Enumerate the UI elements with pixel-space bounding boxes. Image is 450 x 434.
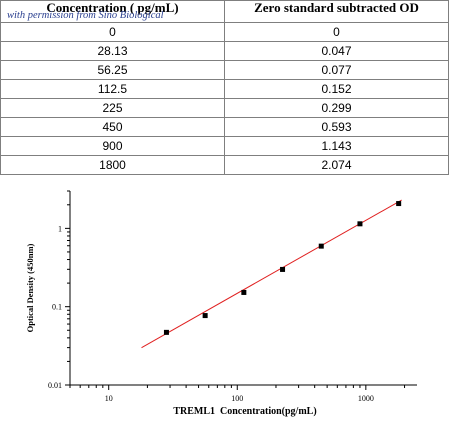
- concentration-cell: 900: [0, 136, 225, 156]
- permission-watermark: with permission from Sino Biological: [7, 10, 164, 21]
- concentration-cell: 225: [0, 98, 225, 118]
- od-cell: 1.143: [224, 136, 449, 156]
- header-od: Zero standard subtracted OD: [224, 0, 449, 23]
- table-row: 225 0.299: [0, 98, 449, 118]
- od-cell: 0.152: [224, 79, 449, 99]
- y-axis-label: Optical Density (450nm): [25, 243, 35, 332]
- y-tick-label: 0.1: [52, 303, 62, 312]
- data-point: [202, 313, 208, 319]
- od-cell: 0.299: [224, 98, 449, 118]
- data-point: [163, 329, 169, 335]
- header-od-label: Zero standard subtracted OD: [254, 0, 419, 15]
- axes: [69, 191, 417, 386]
- concentration-cell: 450: [0, 117, 225, 137]
- axis-ticks: [65, 190, 406, 390]
- data-point: [280, 266, 286, 272]
- od-cell: 0.077: [224, 60, 449, 80]
- x-axis-label: TREML1 Concentration(pg/mL): [173, 406, 316, 417]
- fit-line: [141, 199, 402, 349]
- concentration-cell: 28.13: [0, 41, 225, 61]
- concentration-cell: 0: [0, 22, 225, 42]
- table-row: 112.5 0.152: [0, 79, 449, 99]
- data-point: [396, 201, 402, 207]
- od-cell: 0.047: [224, 41, 449, 61]
- table-row: 900 1.143: [0, 136, 449, 156]
- axis-tick-labels: 10 100 1000 0.01 0.1 1: [48, 224, 374, 403]
- header-concentration: Concentration ( pg/mL) with permission f…: [0, 0, 225, 23]
- x-tick-label: 1000: [358, 394, 374, 403]
- concentration-cell: 1800: [0, 155, 225, 175]
- table-row: 56.25 0.077: [0, 60, 449, 80]
- table-row: 1800 2.074: [0, 155, 449, 175]
- table-header-row: Concentration ( pg/mL) with permission f…: [0, 0, 449, 23]
- standard-curve-chart: 10 100 1000 0.01 0.1 1 TREML1 Concentration(p…: [25, 190, 417, 417]
- y-tick-label: 0.01: [48, 381, 62, 390]
- data-points: [163, 201, 402, 335]
- data-point: [318, 243, 324, 249]
- data-point: [357, 221, 363, 227]
- od-cell: 2.074: [224, 155, 449, 175]
- concentration-cell: 112.5: [0, 79, 225, 99]
- y-tick-label: 1: [58, 224, 62, 233]
- od-cell: 0.593: [224, 117, 449, 137]
- x-tick-label: 10: [105, 394, 113, 403]
- table-row: 28.13 0.047: [0, 41, 449, 61]
- x-tick-label: 100: [231, 394, 243, 403]
- od-cell: 0: [224, 22, 449, 42]
- data-point: [241, 289, 247, 295]
- concentration-cell: 56.25: [0, 60, 225, 80]
- standard-curve-table: Concentration ( pg/mL) with permission f…: [0, 0, 449, 175]
- header-concentration-label: Concentration ( pg/mL): [46, 0, 179, 16]
- table-row: 450 0.593: [0, 117, 449, 137]
